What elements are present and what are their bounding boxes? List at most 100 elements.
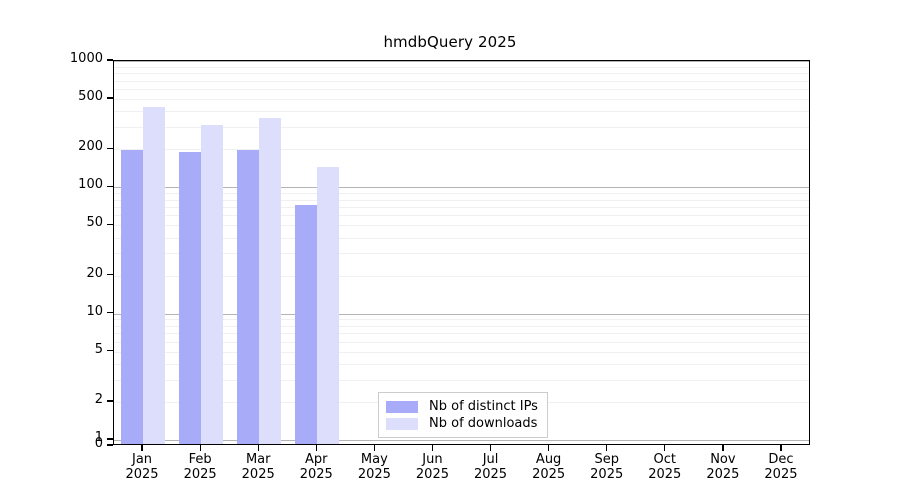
y-axis-tick-mark — [107, 223, 113, 226]
x-axis-tick-label: Dec 2025 — [751, 452, 811, 482]
gridline-minor — [114, 111, 809, 113]
gridline-minor — [114, 363, 809, 365]
y-axis-tick-mark — [107, 312, 113, 314]
x-axis-tick-year: 2025 — [706, 467, 740, 482]
y-axis-tick-mark — [107, 97, 113, 99]
gridline-minor — [114, 66, 809, 68]
x-axis-tick-label: Apr 2025 — [286, 452, 346, 482]
y-axis-tick-mark — [107, 438, 113, 440]
bar — [295, 204, 318, 444]
gridline-minor — [114, 275, 809, 277]
legend-label: Nb of distinct IPs — [429, 399, 538, 414]
y-axis-tick-mark — [107, 147, 113, 149]
x-axis-tick-mark — [141, 445, 143, 451]
chart-legend: Nb of distinct IPs Nb of downloads — [378, 392, 548, 438]
gridlines — [114, 61, 809, 444]
x-axis-tick-label: Jun 2025 — [402, 452, 462, 482]
bar — [121, 150, 144, 444]
x-axis-tick-mark — [489, 445, 492, 451]
gridline-minor — [114, 89, 809, 91]
x-axis-tick-label: Jul 2025 — [461, 452, 521, 482]
gridline-major — [114, 440, 809, 441]
y-axis-tick-label: 1 — [94, 430, 103, 445]
x-axis-tick-month: May — [360, 452, 388, 467]
x-axis-tick-label: Feb 2025 — [170, 452, 230, 482]
y-axis-tick-mark — [107, 350, 113, 352]
x-axis-tick-month: Feb — [188, 452, 212, 467]
legend-item: Nb of downloads — [386, 415, 538, 432]
y-axis: 0 1 2 5 10 20 50 100 200 500 1000 — [0, 0, 113, 500]
x-axis-tick-mark — [780, 445, 782, 451]
x-axis-tick-mark — [257, 445, 259, 451]
x-axis-tick-month: Nov — [710, 452, 736, 467]
x-axis-tick-year: 2025 — [473, 467, 508, 482]
y-axis-tick-label: 2 — [94, 391, 103, 407]
gridline-minor — [114, 99, 809, 101]
x-axis-tick-year: 2025 — [590, 467, 624, 482]
y-axis-tick-label: 500 — [78, 89, 103, 105]
gridline-minor — [114, 149, 809, 151]
legend-label: Nb of downloads — [429, 416, 538, 431]
x-axis-tick-month: Aug — [535, 452, 562, 467]
gridline-minor — [114, 199, 809, 201]
legend-swatch — [386, 400, 418, 413]
x-axis-tick-year: 2025 — [299, 467, 333, 482]
x-axis-tick-month: Dec — [768, 452, 794, 467]
legend-swatch — [386, 417, 418, 430]
bar — [143, 106, 166, 444]
x-axis-tick-month: Oct — [653, 452, 677, 467]
x-axis-tick-label: Aug 2025 — [519, 452, 579, 482]
gridline-minor — [114, 193, 809, 195]
y-axis-tick-label: 50 — [86, 215, 103, 231]
x-axis-tick-mark — [199, 445, 201, 451]
gridline-minor — [114, 127, 809, 129]
y-axis-tick-label: 200 — [78, 139, 103, 155]
gridline-minor — [114, 73, 809, 75]
x-axis-tick-year: 2025 — [764, 467, 798, 482]
y-axis-tick-label: 20 — [86, 265, 103, 281]
x-axis-tick-month: Jan — [132, 452, 153, 467]
gridline-minor — [114, 325, 809, 327]
y-axis-tick-mark — [107, 59, 113, 61]
x-axis-tick-month: Jul — [482, 452, 499, 467]
x-axis-tick-mark — [664, 445, 666, 451]
legend-item: Nb of distinct IPs — [386, 398, 538, 415]
x-axis-tick-year: 2025 — [648, 467, 682, 482]
gridline-major — [114, 187, 809, 189]
gridline-minor — [114, 333, 809, 335]
x-axis-tick-mark — [548, 445, 550, 451]
x-axis-tick-mark — [373, 445, 376, 451]
y-axis-tick-label: 100 — [78, 177, 103, 193]
bar — [317, 166, 340, 444]
y-axis-tick-label: 10 — [86, 303, 103, 319]
x-axis-tick-year: 2025 — [532, 467, 566, 482]
gridline-minor — [114, 237, 809, 239]
x-axis-tick-mark — [606, 445, 608, 451]
x-axis-tick-label: Oct 2025 — [635, 452, 695, 482]
y-axis-tick-label: 5 — [94, 341, 103, 357]
x-axis-tick-label: Nov 2025 — [693, 452, 753, 482]
x-axis-tick-label: Jan 2025 — [112, 452, 172, 482]
x-axis-tick-month: Sep — [594, 452, 619, 467]
y-axis-tick-mark — [107, 185, 113, 188]
y-axis-tick-mark — [107, 274, 113, 276]
x-axis-tick-month: Apr — [305, 452, 328, 467]
bar — [237, 150, 260, 444]
gridline-major — [114, 61, 809, 62]
bars-layer — [114, 61, 809, 444]
bar — [259, 118, 282, 444]
gridline-minor — [114, 253, 809, 255]
gridline-minor — [114, 225, 809, 227]
x-axis-tick-mark — [431, 445, 434, 451]
bar — [179, 151, 202, 444]
y-axis-tick-mark — [107, 444, 113, 446]
gridline-minor — [114, 351, 809, 353]
x-axis-tick-label: Mar 2025 — [228, 452, 288, 482]
x-axis-tick-year: 2025 — [125, 467, 159, 482]
x-axis-tick-month: Jun — [422, 452, 443, 467]
gridline-minor — [114, 80, 809, 82]
gridline-minor — [114, 379, 809, 381]
x-axis-tick-month: Mar — [245, 452, 271, 467]
gridline-minor — [114, 215, 809, 217]
gridline-minor — [114, 341, 809, 343]
